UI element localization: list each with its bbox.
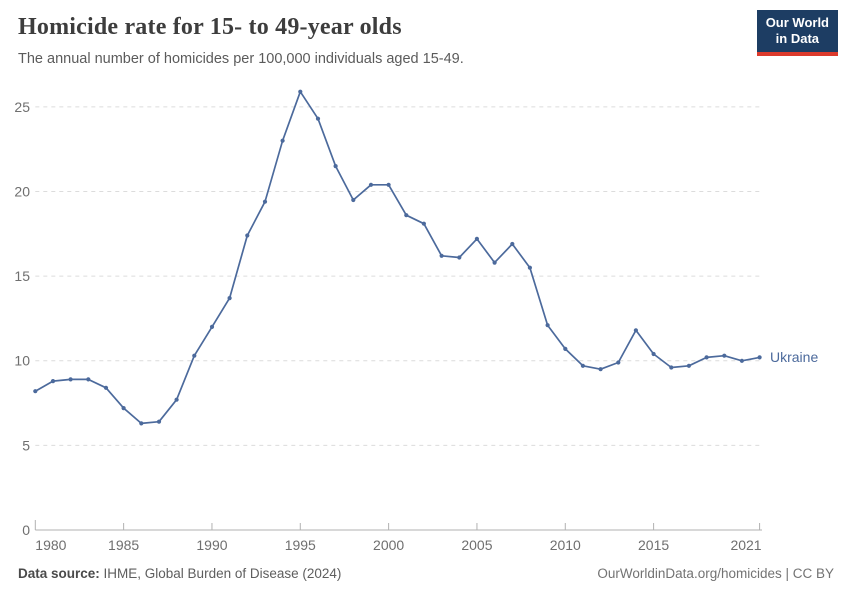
data-point [386,182,391,187]
data-point [245,233,250,238]
chart-subtitle: The annual number of homicides per 100,0… [18,51,464,67]
data-point [156,419,162,424]
y-tick-label: 25 [14,99,30,115]
data-point [580,363,586,368]
x-tick-label: 2005 [461,537,492,553]
owid-logo-line1: Our World [765,15,829,30]
data-point [121,406,126,411]
data-point [545,323,550,328]
x-tick-label: 1995 [285,537,316,553]
data-point [739,358,745,363]
chart-title: Homicide rate for 15- to 49-year olds [18,14,402,40]
x-tick-label: 2021 [730,537,761,553]
data-point [563,346,568,351]
data-point [103,385,109,390]
data-point [474,236,479,241]
data-point [333,164,338,169]
y-tick-label: 15 [14,268,30,284]
owid-logo: Our World in Data [756,10,838,56]
x-tick-label: 1980 [35,537,66,553]
data-point [651,351,656,357]
data-point [669,365,674,370]
data-point [192,353,197,358]
data-point [457,255,462,260]
data-point [351,197,356,203]
data-point [280,138,285,143]
x-tick-label: 1985 [108,537,139,553]
data-source-text: IHME, Global Burden of Disease (2024) [99,566,342,581]
data-point [686,363,692,368]
y-tick-label: 5 [22,437,30,453]
line-chart: 0 5 10 15 20 25 1980 1985 1990 1995 2000 2005 2010 20… [14,89,818,553]
series-end-label: Ukraine [770,349,818,365]
data-point [86,377,91,382]
y-tick-label: 10 [14,353,30,369]
series-line [34,90,760,425]
data-point [404,213,409,218]
data-point [527,265,533,270]
data-point [139,421,144,426]
data-point [704,355,709,360]
y-tick-label: 0 [22,522,30,538]
x-tick-label: 2010 [550,537,581,553]
y-tick-label: 20 [14,183,30,199]
data-point [421,221,426,226]
x-tick-label: 2015 [638,537,669,553]
data-point [227,296,232,301]
data-point [492,260,497,265]
data-point [209,324,215,329]
data-point [598,367,603,372]
chart-footer: Data source: IHME, Global Burden of Dise… [18,566,834,581]
data-point [68,377,73,382]
data-point [315,116,321,121]
owid-logo-line2: in Data [775,31,820,47]
data-point [616,360,621,365]
data-point [510,241,515,247]
data-point [439,253,444,258]
x-tick-label: 1990 [196,537,227,553]
data-point [298,89,303,94]
data-point [757,355,762,360]
data-point [174,397,179,402]
data-point [262,199,268,204]
data-point [50,379,56,384]
data-source-label: Data source: [18,566,100,581]
data-point [722,353,727,358]
footer-credit: OurWorldinData.org/homicides | CC BY [597,566,834,581]
data-point [33,389,38,394]
data-point [633,328,639,333]
data-point [368,182,374,187]
x-tick-label: 2000 [373,537,404,553]
data-source: Data source: IHME, Global Burden of Dise… [18,566,341,581]
